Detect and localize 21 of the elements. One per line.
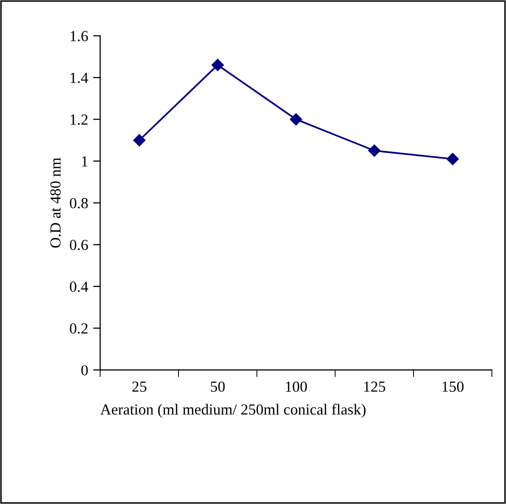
x-axis-title: Aeration (ml medium/ 250ml conical flask) [100, 404, 366, 418]
y-tick-label: 0.2 [70, 323, 88, 334]
y-tick-label: 0.8 [70, 198, 88, 208]
y-tick-label: 1.6 [70, 30, 88, 42]
y-tick-label: 1.2 [70, 114, 88, 125]
y-tick-label: 0.4 [70, 282, 88, 292]
point [446, 152, 459, 166]
x-tick-label: 100 [286, 381, 307, 392]
y-tick-label: 1 [82, 156, 88, 166]
y-tick-label: 0 [81, 365, 88, 376]
y-axis-title: O.D at 480 nm [50, 158, 61, 248]
point [212, 58, 224, 72]
point [368, 144, 380, 157]
x-tick-label: 150 [442, 381, 464, 392]
x-tick-label: 50 [210, 381, 225, 392]
y-tick-label: 0.6 [70, 240, 88, 250]
x-tick-label: 25 [132, 382, 146, 392]
x-tick-label: 125 [364, 382, 386, 392]
point [133, 134, 146, 146]
y-tick-label: 1.4 [70, 72, 88, 84]
point [290, 113, 302, 126]
